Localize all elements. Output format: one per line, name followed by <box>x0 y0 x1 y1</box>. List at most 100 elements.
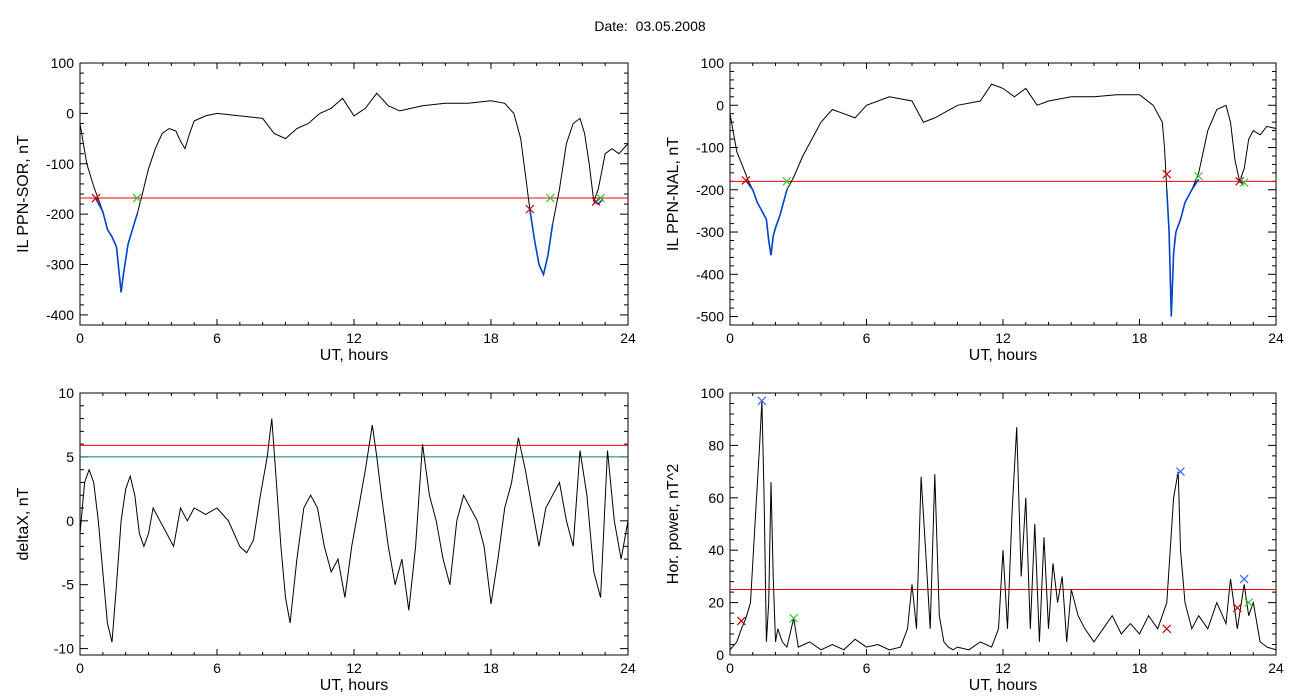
plot-frame <box>729 62 1277 326</box>
x-tick-label: 12 <box>995 660 1011 676</box>
x-marker <box>525 204 535 214</box>
plot-frame <box>79 392 629 656</box>
x-marker <box>1232 603 1242 613</box>
x-axis-label: UT, hours <box>320 677 388 694</box>
y-tick-label: -100 <box>696 140 724 156</box>
x-marker <box>1239 178 1249 188</box>
x-tick-label: 6 <box>213 660 221 676</box>
x-marker-stroke <box>1176 467 1185 477</box>
x-marker-stroke <box>132 193 142 203</box>
x-axis-label: UT, hours <box>320 347 388 364</box>
chart-panel-2: 0 6 12 18 24 -500 -400 -300 -200 -100 0 100 UT, hour… <box>665 55 1284 364</box>
x-marker-stroke <box>596 193 606 203</box>
y-tick-label: -400 <box>696 266 724 282</box>
y-tick-label: 0 <box>716 97 724 113</box>
x-marker <box>91 193 101 203</box>
y-tick-label: -200 <box>46 206 74 222</box>
y-tick-label: 100 <box>51 55 75 71</box>
series-line-1 <box>80 418 628 643</box>
x-marker <box>736 616 746 626</box>
data-layer <box>730 396 1276 651</box>
x-tick-label: 24 <box>620 330 636 346</box>
y-tick-label: 100 <box>701 385 725 401</box>
series-line-1 <box>730 83 1276 317</box>
x-marker-stroke <box>1232 603 1242 613</box>
y-axis-label: IL PPN-SOR, nT <box>15 135 32 253</box>
x-axis-label: UT, hours <box>969 347 1037 364</box>
y-tick-label: -500 <box>696 309 724 325</box>
x-marker-stroke <box>1244 598 1254 608</box>
x-marker-stroke <box>1194 171 1204 181</box>
x-tick-label: 18 <box>1132 660 1148 676</box>
y-tick-label: -300 <box>46 257 74 273</box>
y-tick-label: 0 <box>66 513 74 529</box>
x-marker <box>789 613 799 623</box>
x-marker-stroke <box>545 193 555 203</box>
x-marker-stroke <box>591 197 601 206</box>
y-tick-label: -10 <box>54 641 74 657</box>
x-tick-label: 6 <box>213 330 221 346</box>
y-axis-label: IL PPN-NAL, nT <box>665 137 682 251</box>
x-tick-label: 0 <box>726 660 734 676</box>
y-axis-label: deltaX, nT <box>15 487 32 560</box>
chart-panel-1: 0 6 12 18 24 -400 -300 -200 -100 0 100 UT, hours IL … <box>15 55 636 364</box>
y-tick-label: -5 <box>62 577 75 593</box>
y-tick-label: 0 <box>66 105 74 121</box>
x-marker <box>757 396 767 406</box>
chart-panel-4: 0 6 12 18 24 0 20 40 60 80 100 UT, hours Hor. power,… <box>665 385 1284 694</box>
series-line-2 <box>745 180 788 256</box>
plot-frame <box>729 392 1277 656</box>
x-tick-label: 6 <box>863 660 871 676</box>
x-marker <box>741 176 751 185</box>
x-marker-stroke <box>91 193 101 203</box>
y-tick-label: -100 <box>46 156 74 172</box>
x-marker <box>782 176 792 186</box>
x-tick-label: 12 <box>995 330 1011 346</box>
x-axis-label: UT, hours <box>969 677 1037 694</box>
x-marker-stroke <box>736 616 746 626</box>
series-line-3 <box>529 208 554 278</box>
x-marker-stroke <box>789 613 799 623</box>
x-marker-stroke <box>757 396 767 406</box>
x-marker <box>1162 624 1172 634</box>
x-marker-stroke <box>741 176 751 185</box>
data-layer <box>80 418 628 643</box>
x-tick-label: 24 <box>620 660 636 676</box>
x-marker <box>1194 171 1204 181</box>
x-tick-label: 12 <box>346 330 362 346</box>
y-tick-label: -400 <box>46 307 74 323</box>
data-layer <box>730 83 1276 317</box>
x-marker-stroke <box>525 204 535 214</box>
y-tick-label: 40 <box>708 542 724 558</box>
y-tick-label: -300 <box>696 224 724 240</box>
y-tick-label: 10 <box>58 385 74 401</box>
x-marker-stroke <box>1235 176 1245 186</box>
series-line-2 <box>95 198 138 293</box>
x-marker <box>1162 169 1172 179</box>
series-line-3 <box>1166 178 1200 317</box>
x-marker <box>545 193 555 203</box>
x-tick-label: 18 <box>483 330 499 346</box>
x-tick-label: 6 <box>863 330 871 346</box>
y-axis-label: Hor. power, nT^2 <box>665 464 682 585</box>
x-tick-label: 0 <box>76 330 84 346</box>
x-marker-stroke <box>1162 624 1172 634</box>
x-marker <box>1239 574 1249 584</box>
x-marker-stroke <box>1239 178 1249 188</box>
x-tick-label: 0 <box>726 330 734 346</box>
chart-panel-3: 0 6 12 18 24 -10 -5 0 5 10 UT, hours deltaX, nT <box>15 385 636 694</box>
x-marker <box>1176 467 1185 477</box>
y-tick-label: 20 <box>708 595 724 611</box>
x-marker-stroke <box>1162 169 1172 179</box>
x-tick-label: 18 <box>1132 330 1148 346</box>
x-marker <box>132 193 142 203</box>
x-marker <box>591 197 601 206</box>
y-tick-label: 0 <box>716 647 724 663</box>
x-tick-label: 24 <box>1268 660 1284 676</box>
x-tick-label: 24 <box>1268 330 1284 346</box>
x-marker <box>596 193 606 203</box>
series-line-1 <box>730 400 1276 651</box>
x-marker-stroke <box>782 176 792 186</box>
x-marker <box>1244 598 1254 608</box>
